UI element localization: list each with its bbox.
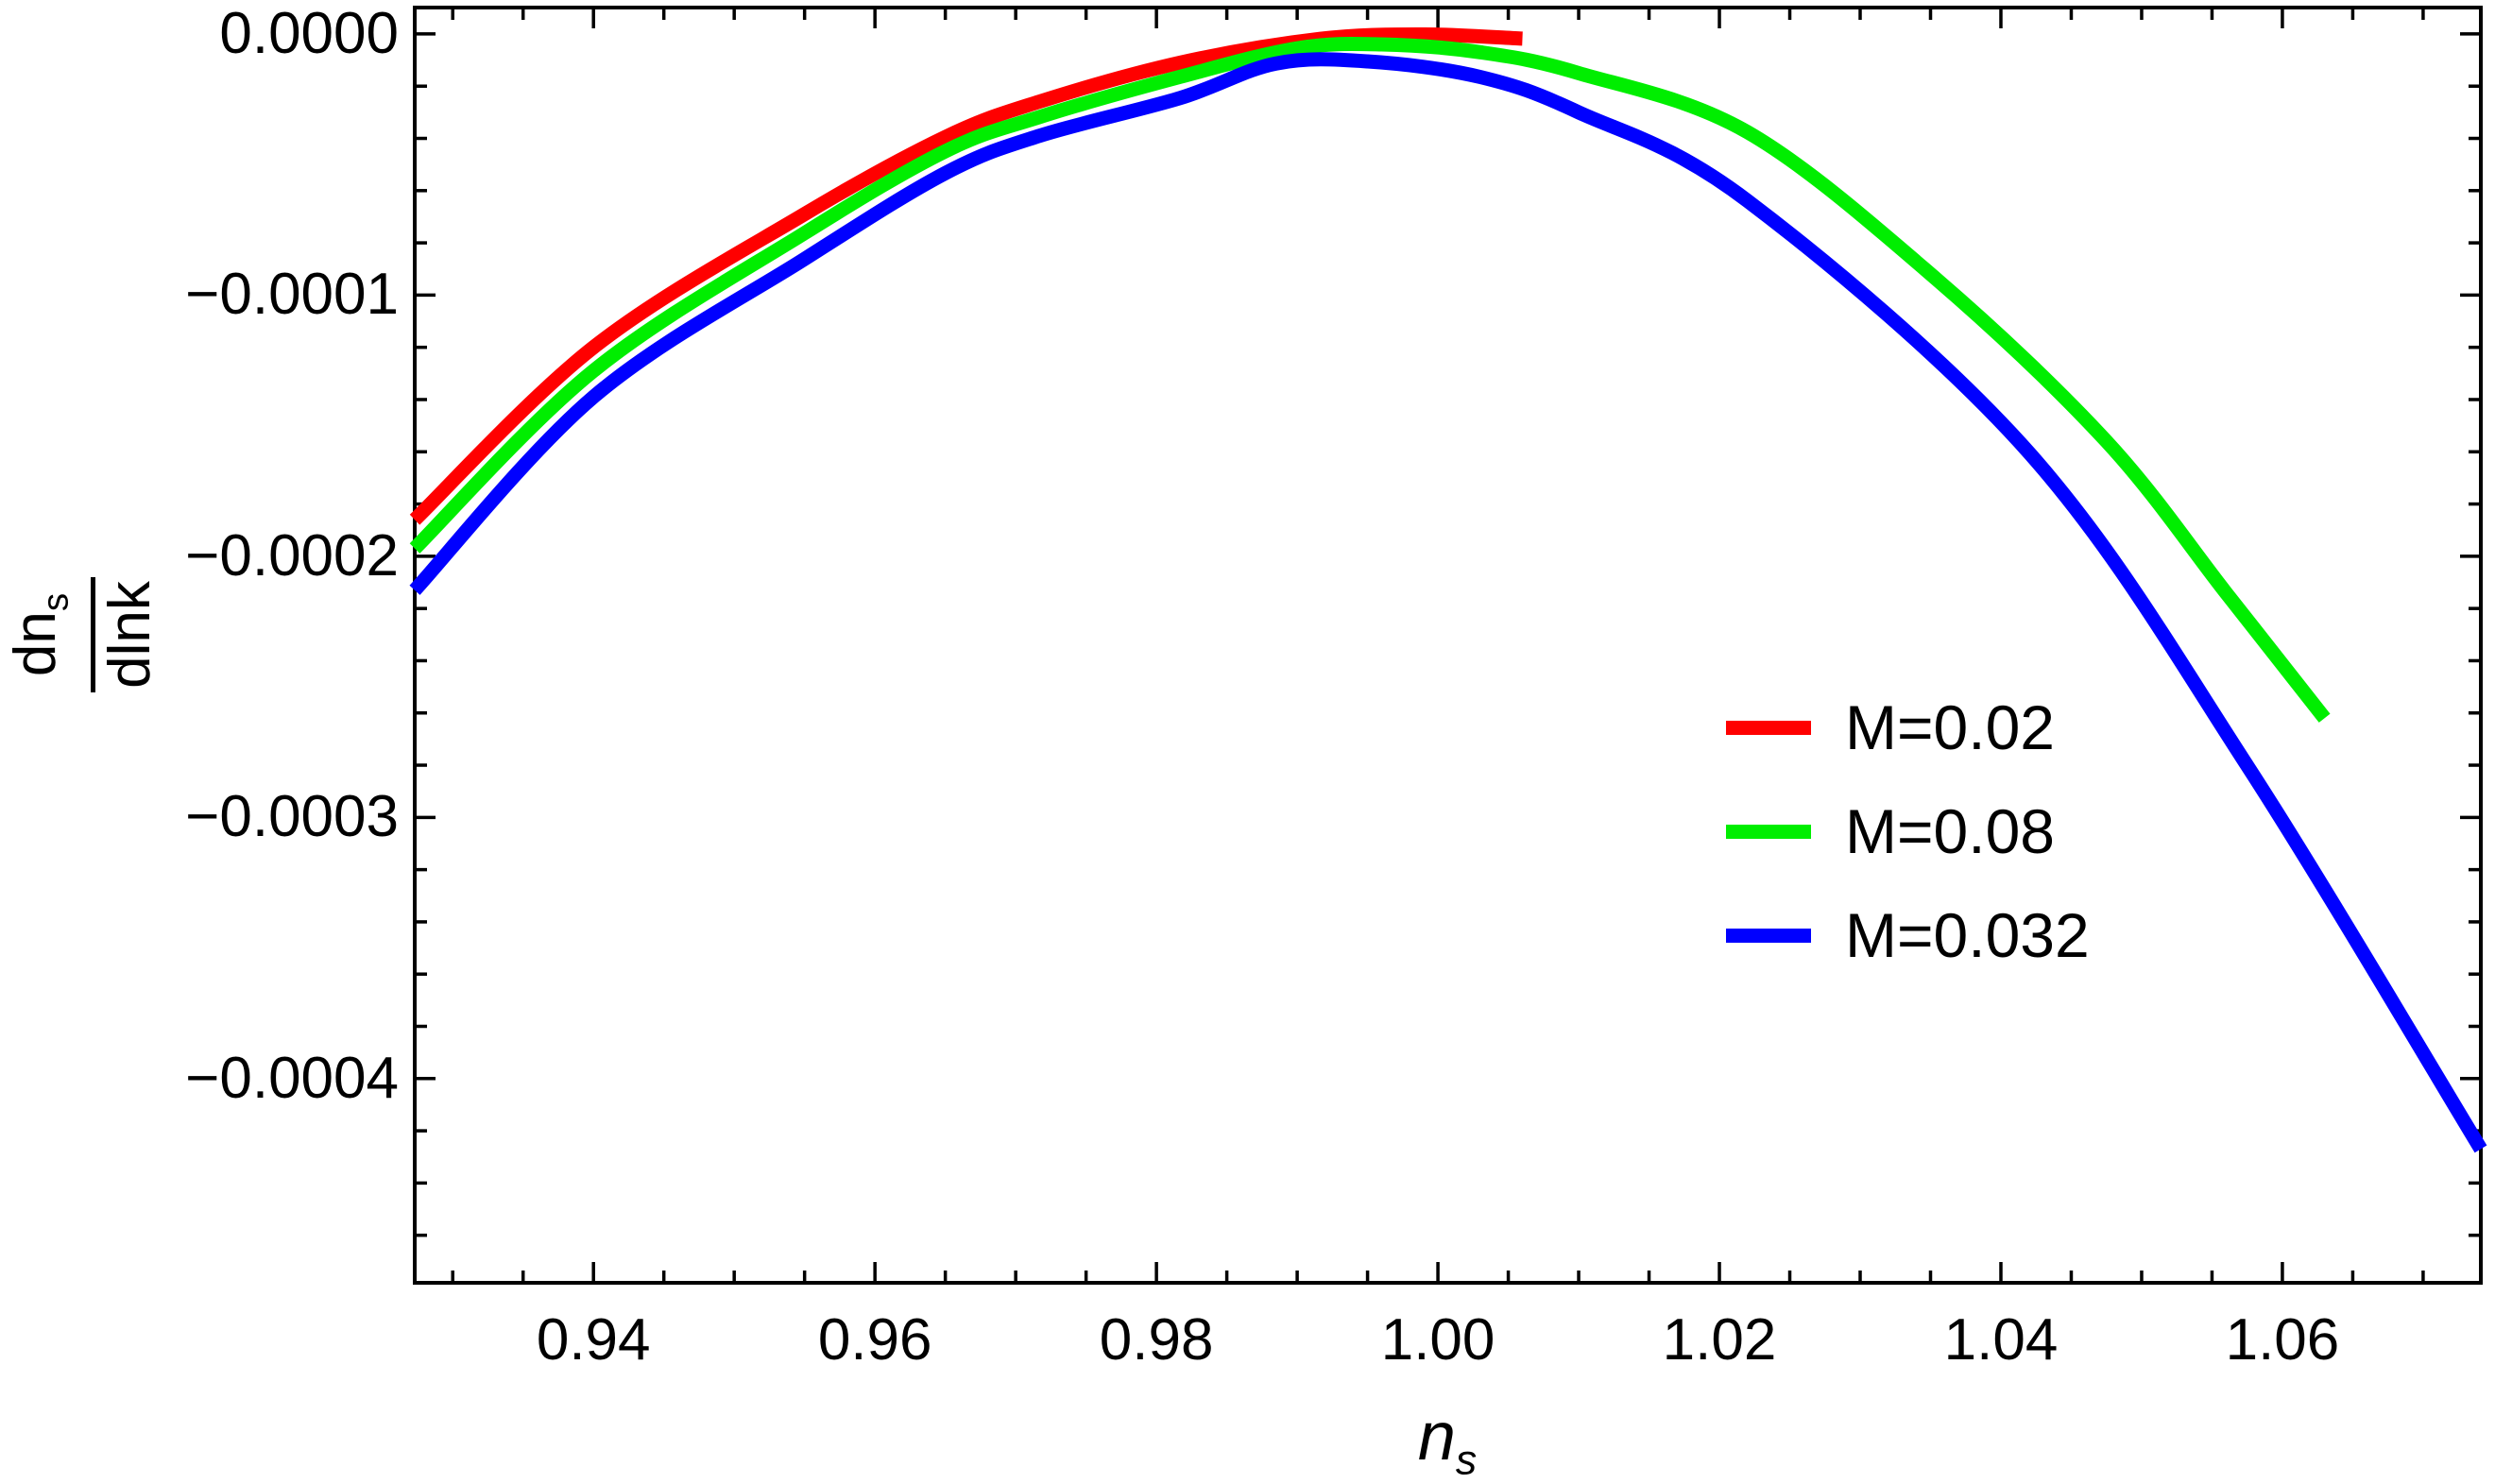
curve-m-0.032: [409, 52, 2487, 1153]
legend-label: M=0.02: [1845, 692, 2055, 762]
legend-label: M=0.08: [1845, 796, 2055, 866]
x-tick-label: 1.04: [1943, 1307, 2059, 1373]
legend-swatch-red: [1726, 720, 1811, 735]
x-tick-label: 0.96: [817, 1307, 932, 1373]
fraction-bar: [91, 577, 96, 692]
legend: M=0.02 M=0.08 M=0.032: [1726, 675, 2090, 987]
x-tick-label: 0.98: [1099, 1307, 1214, 1373]
y-axis-label: dns dlnk: [3, 484, 163, 786]
legend-label: M=0.032: [1845, 900, 2090, 970]
x-tick-label: 1.06: [2225, 1307, 2340, 1373]
curve-m-0.08: [409, 36, 2331, 723]
legend-item: M=0.02: [1726, 675, 2090, 779]
legend-item: M=0.08: [1726, 779, 2090, 883]
y-tick-label: −0.0004: [185, 1045, 399, 1111]
legend-item: M=0.032: [1726, 883, 2090, 987]
x-tick-label: 1.00: [1380, 1307, 1495, 1373]
legend-swatch-blue: [1726, 928, 1811, 943]
y-tick-label: 0.0000: [219, 0, 399, 66]
legend-swatch-green: [1726, 824, 1811, 839]
curve-m-0.02: [409, 26, 1523, 525]
x-tick-label: 1.02: [1662, 1307, 1777, 1373]
plot-frame: [413, 6, 2483, 1285]
y-axis-fraction: dns dlnk: [2, 577, 163, 692]
x-axis-label: ns: [1417, 1399, 1478, 1484]
y-tick-label: −0.0002: [185, 522, 399, 588]
y-axis-label-numerator: dns: [2, 592, 77, 677]
x-tick-label: 0.94: [536, 1307, 651, 1373]
y-tick-label: −0.0003: [185, 784, 399, 850]
y-axis-label-denominator: dlnk: [97, 581, 163, 689]
y-tick-label: −0.0001: [185, 262, 399, 328]
